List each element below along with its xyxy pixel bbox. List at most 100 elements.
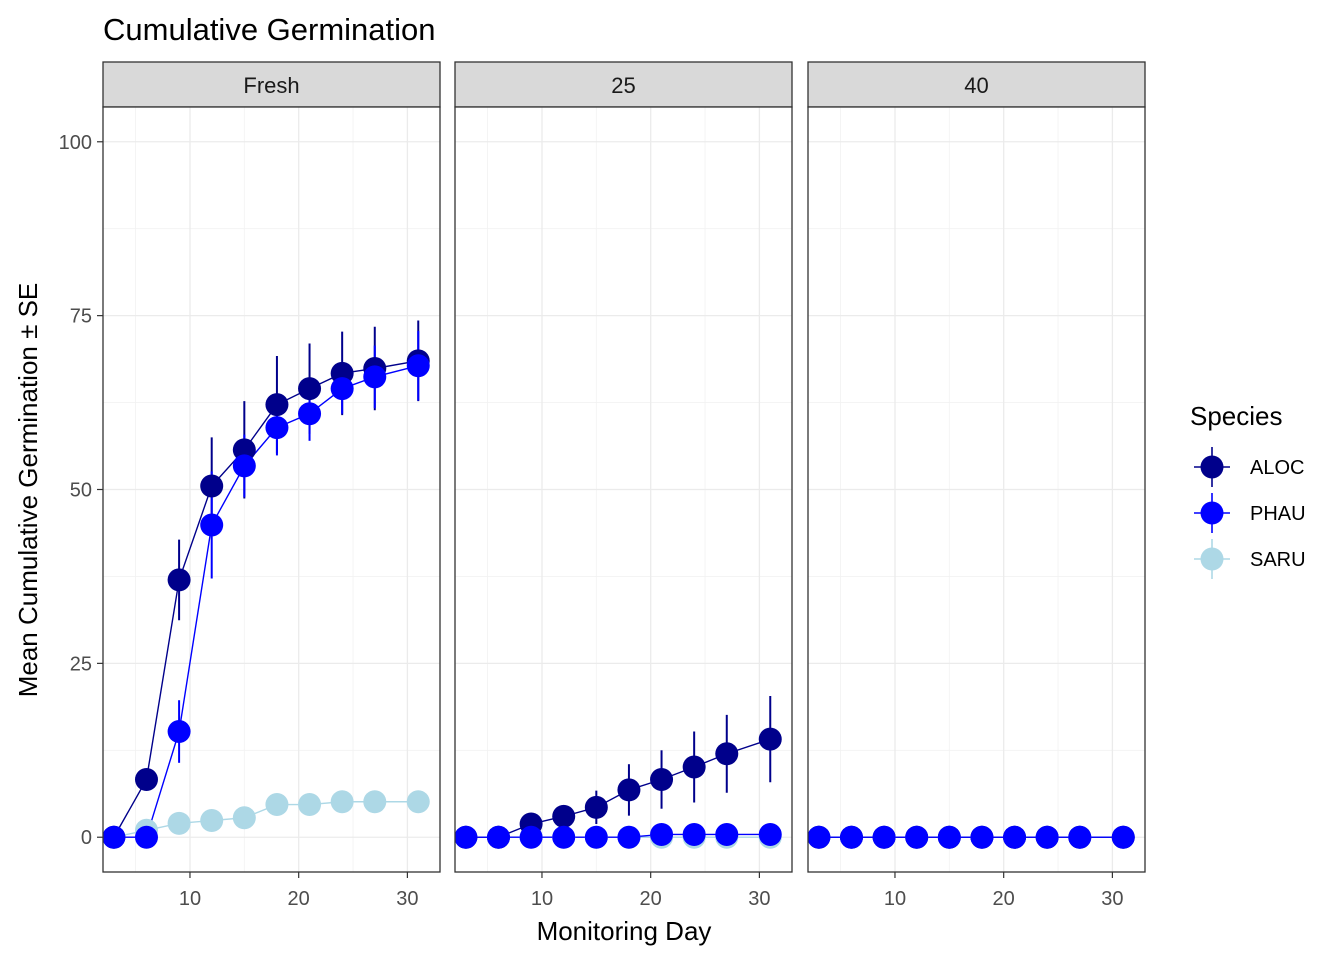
data-point-aloc bbox=[650, 768, 674, 792]
facet-strip bbox=[454, 61, 793, 108]
data-point-phau bbox=[406, 354, 430, 378]
data-point-phau bbox=[200, 513, 224, 537]
data-point-saru bbox=[298, 793, 322, 817]
data-point-aloc bbox=[265, 393, 289, 417]
panel-data bbox=[103, 320, 430, 849]
x-tick-label: 10 bbox=[179, 888, 201, 910]
legend-key-phau bbox=[1194, 493, 1230, 533]
data-point-aloc bbox=[617, 778, 641, 802]
data-point-saru bbox=[406, 790, 430, 814]
data-point-saru bbox=[330, 790, 354, 814]
y-axis-title: Mean Cumulative Germination ± SE bbox=[13, 283, 43, 698]
data-point-aloc bbox=[232, 438, 256, 462]
data-point-aloc bbox=[682, 755, 706, 779]
data-point-aloc bbox=[200, 474, 224, 498]
data-point-phau bbox=[650, 822, 674, 846]
data-point-saru bbox=[200, 809, 224, 833]
data-point-phau bbox=[617, 825, 641, 849]
data-point-phau bbox=[905, 825, 929, 849]
data-point-phau bbox=[486, 825, 510, 849]
data-point-aloc bbox=[584, 795, 608, 819]
legend-key-point bbox=[1200, 501, 1224, 525]
legend-key-point bbox=[1200, 547, 1224, 571]
data-point-phau bbox=[872, 825, 896, 849]
data-point-phau bbox=[970, 825, 994, 849]
data-point-aloc bbox=[758, 727, 782, 751]
y-tick-label: 25 bbox=[70, 653, 92, 675]
panel-40: 40 10 20 30 bbox=[807, 61, 1146, 910]
x-tick-label: 20 bbox=[288, 888, 310, 910]
panel-25: 25 10 20 30 bbox=[454, 61, 793, 910]
facet-strip-label: 40 bbox=[964, 73, 988, 98]
data-point-phau bbox=[715, 822, 739, 846]
facet-strip-label: 25 bbox=[611, 73, 635, 98]
panel-data bbox=[808, 825, 1135, 849]
x-tick-label: 30 bbox=[1101, 888, 1123, 910]
legend-title: Species bbox=[1190, 401, 1283, 431]
legend-key-saru bbox=[1194, 539, 1230, 579]
data-point-phau bbox=[839, 825, 863, 849]
y-tick-label: 50 bbox=[70, 480, 92, 502]
data-point-phau bbox=[584, 825, 608, 849]
data-point-phau bbox=[552, 825, 576, 849]
panel-fresh: Fresh 10 20 30 bbox=[102, 61, 441, 910]
data-point-saru bbox=[232, 806, 256, 830]
data-point-aloc bbox=[134, 768, 158, 792]
data-point-aloc bbox=[298, 377, 322, 401]
panel-border bbox=[102, 106, 441, 873]
facet-strip bbox=[807, 61, 1146, 108]
data-point-phau bbox=[232, 454, 256, 478]
y-tick-label: 75 bbox=[70, 306, 92, 328]
x-tick-label: 20 bbox=[640, 888, 662, 910]
facet-strip bbox=[102, 61, 441, 108]
facet-strip-label: Fresh bbox=[243, 73, 299, 98]
y-tick-label: 100 bbox=[59, 132, 92, 154]
data-point-phau bbox=[937, 825, 961, 849]
legend-label: PHAU bbox=[1250, 503, 1306, 525]
facet-panels: 0 25 50 75 100 Fresh 10 20 30 25 10 20 30 40 10 20 30 bbox=[59, 61, 1146, 910]
data-point-phau bbox=[1068, 825, 1092, 849]
data-point-phau bbox=[103, 825, 126, 849]
y-tick-label: 0 bbox=[81, 827, 92, 849]
legend: Species ALOC PHAU SARU bbox=[1190, 401, 1306, 579]
data-point-phau bbox=[758, 822, 782, 846]
legend-label: SARU bbox=[1250, 549, 1306, 571]
data-point-phau bbox=[298, 402, 322, 426]
data-point-phau bbox=[134, 825, 158, 849]
series-line-phau bbox=[465, 833, 771, 838]
panel-border bbox=[807, 106, 1146, 873]
data-point-phau bbox=[455, 825, 478, 849]
data-point-phau bbox=[167, 720, 191, 744]
data-point-aloc bbox=[552, 804, 576, 828]
x-tick-label: 30 bbox=[396, 888, 418, 910]
panel-border bbox=[454, 106, 793, 873]
data-point-phau bbox=[1111, 825, 1135, 849]
data-point-phau bbox=[1035, 825, 1059, 849]
data-point-phau bbox=[363, 365, 387, 389]
data-point-phau bbox=[265, 416, 289, 440]
chart-title: Cumulative Germination bbox=[103, 12, 436, 47]
data-point-aloc bbox=[167, 568, 191, 592]
series-line-aloc bbox=[113, 360, 419, 838]
panel-data bbox=[455, 696, 782, 849]
series-line-phau bbox=[113, 365, 419, 838]
x-axis-title: Monitoring Day bbox=[537, 916, 712, 946]
data-point-phau bbox=[330, 377, 354, 401]
x-tick-label: 20 bbox=[993, 888, 1015, 910]
data-point-phau bbox=[682, 822, 706, 846]
legend-label: ALOC bbox=[1250, 457, 1304, 479]
x-tick-label: 10 bbox=[884, 888, 906, 910]
legend-key-aloc bbox=[1194, 447, 1230, 487]
x-tick-label: 10 bbox=[531, 888, 553, 910]
legend-key-point bbox=[1200, 455, 1224, 479]
data-point-aloc bbox=[715, 742, 739, 766]
series-line-saru bbox=[113, 801, 419, 838]
data-point-phau bbox=[1003, 825, 1027, 849]
data-point-phau bbox=[808, 825, 831, 849]
series-line-aloc bbox=[465, 738, 771, 838]
data-point-phau bbox=[519, 825, 543, 849]
x-tick-label: 30 bbox=[748, 888, 770, 910]
data-point-saru bbox=[265, 793, 289, 817]
data-point-saru bbox=[167, 811, 191, 835]
